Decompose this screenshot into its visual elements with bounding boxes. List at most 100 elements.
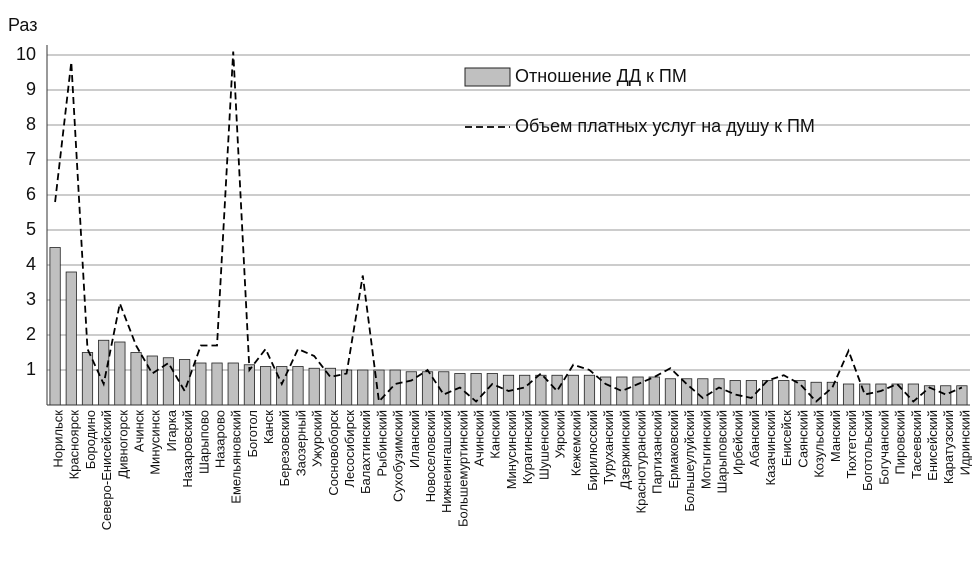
bar (664, 378, 677, 406)
x-tick-label: Назарово (212, 410, 227, 468)
bar (778, 380, 790, 406)
y-axis-label: Раз (8, 15, 37, 35)
x-tick-label: Тасеевский (909, 410, 924, 479)
x-tick-label: Березовский (277, 410, 292, 486)
bar (260, 366, 272, 406)
x-tick-label: Боготол (245, 410, 260, 458)
x-tick-label: Канский (488, 410, 503, 459)
bar (421, 371, 434, 406)
x-tick-label: Канск (261, 410, 276, 444)
x-tick-label: Пировский (893, 410, 908, 475)
x-tick-label: Уярский (553, 410, 568, 458)
legend-swatch (464, 67, 511, 87)
x-tick-label: Назаровский (180, 410, 195, 488)
y-tick-label: 9 (26, 79, 36, 99)
x-tick-label: Емельяновский (229, 410, 244, 504)
bar (697, 378, 709, 406)
bar (486, 373, 498, 406)
bar (745, 380, 757, 406)
x-tick-label: Енисейский (925, 410, 940, 481)
x-tick-label: Сосновоборск (326, 410, 341, 496)
x-tick-label: Минусинский (504, 410, 519, 489)
bar (308, 367, 320, 406)
bar (875, 383, 887, 406)
bar (794, 380, 806, 406)
bar (405, 371, 417, 406)
x-tick-label: Краснотуранский (633, 410, 648, 513)
x-tick-label: Идринский (957, 410, 972, 475)
x-tick-label: Тюхтетский (844, 410, 859, 478)
bar (940, 385, 952, 406)
x-tick-label: Кежемский (569, 410, 584, 476)
x-tick-label: Шушенский (536, 410, 551, 480)
x-tick-label: Нижнеингашский (439, 410, 454, 513)
bar (616, 376, 628, 406)
x-tick-label: Минусинск (148, 410, 163, 475)
x-tick-label: Дзержинский (617, 410, 632, 489)
x-tick-label: Новоселовский (423, 410, 438, 502)
x-tick-label: Игарка (164, 409, 179, 451)
bar (632, 376, 644, 406)
y-tick-label: 8 (26, 114, 36, 134)
bar (81, 352, 94, 406)
bar (227, 362, 239, 406)
x-tick-label: Ирбейский (731, 410, 746, 475)
x-tick-label: Енисейск (779, 410, 794, 467)
bar (713, 378, 725, 406)
x-tick-label: Северо-Енисейский (99, 410, 114, 530)
bar (292, 366, 304, 406)
x-tick-label: Манский (828, 410, 843, 462)
bar (956, 385, 968, 406)
x-tick-label: Красноярск (67, 410, 82, 480)
bar (195, 362, 207, 406)
bar (648, 376, 660, 406)
y-tick-label: 3 (26, 289, 36, 309)
x-tick-label: Казачинский (763, 410, 778, 486)
x-tick-label: Богучанский (876, 410, 891, 485)
bar (49, 247, 61, 406)
x-tick-label: Ермаковский (666, 410, 681, 489)
x-tick-label: Абанский (747, 410, 762, 467)
bar (842, 383, 855, 406)
bar (65, 271, 77, 406)
x-tick-label: Ачинский (472, 410, 487, 467)
y-tick-label: 7 (26, 149, 36, 169)
x-tick-label: Ачинск (131, 410, 146, 452)
x-tick-label: Туруханский (601, 410, 616, 485)
y-tick-label: 10 (16, 44, 36, 64)
x-tick-label: Большеулуйский (682, 410, 697, 512)
legend-label: Отношение ДД к ПМ (515, 66, 687, 86)
x-tick-label: Ужурский (310, 410, 325, 467)
x-tick-label: Сухобузимский (391, 410, 406, 502)
x-tick-label: Заозерный (293, 410, 308, 476)
line (54, 51, 963, 404)
x-tick-label: Дивногорск (115, 410, 130, 479)
bar (357, 369, 369, 406)
bar (551, 374, 563, 406)
x-tick-label: Партизанский (650, 410, 665, 494)
x-tick-label: Иланский (407, 410, 422, 468)
x-tick-label: Рыбинский (374, 410, 389, 477)
legend-label: Объем платных услуг на душу к ПМ (515, 116, 815, 136)
x-tick-label: Норильск (51, 410, 66, 468)
x-tick-label: Бирилюсский (585, 410, 600, 491)
x-tick-label: Лесосибирск (342, 410, 357, 488)
x-tick-label: Каратузский (941, 410, 956, 484)
bar (519, 374, 531, 406)
y-tick-label: 6 (26, 184, 36, 204)
x-tick-label: Шарыпово (196, 410, 211, 474)
y-tick-label: 4 (26, 254, 36, 274)
bar (98, 339, 110, 406)
bar (211, 362, 223, 406)
y-tick-label: 5 (26, 219, 36, 239)
x-tick-label: Боготольский (860, 410, 875, 491)
x-tick-label: Балахтинский (358, 410, 373, 494)
bar (340, 369, 353, 406)
x-tick-label: Шарыповский (714, 410, 729, 493)
bar (535, 374, 547, 406)
bar (681, 378, 693, 406)
y-tick-label: 1 (26, 359, 36, 379)
x-tick-label: Козульский (812, 410, 827, 478)
x-tick-label: Курагинский (520, 410, 535, 484)
